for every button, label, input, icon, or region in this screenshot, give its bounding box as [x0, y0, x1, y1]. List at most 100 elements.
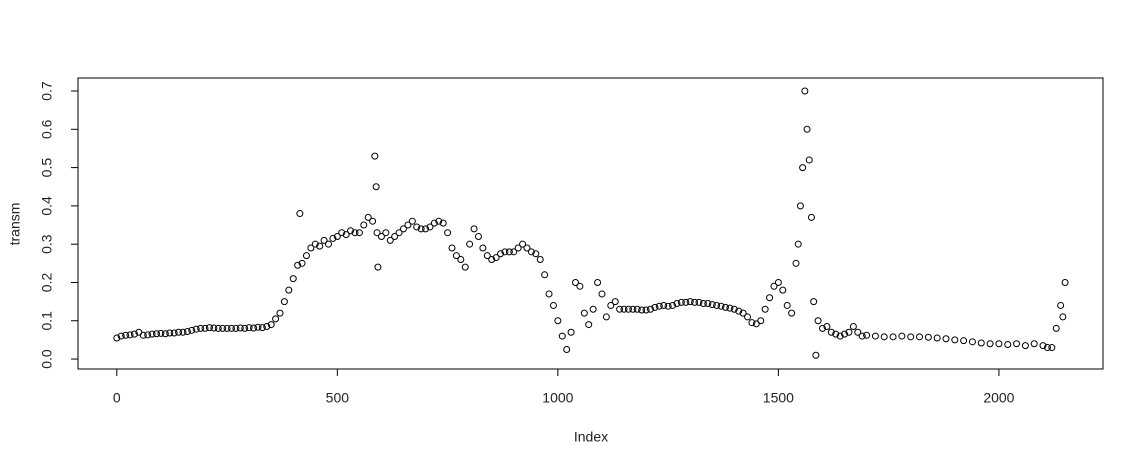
point: [360, 221, 368, 229]
point: [541, 271, 549, 279]
point: [567, 328, 575, 336]
point: [227, 324, 235, 332]
point: [205, 324, 213, 332]
point: [148, 330, 156, 338]
point: [602, 313, 610, 321]
point: [858, 332, 866, 340]
point: [766, 294, 774, 302]
point: [730, 305, 738, 313]
y-tick-label: 0.6: [39, 119, 55, 139]
point: [594, 278, 602, 286]
point: [170, 329, 178, 337]
point: [624, 305, 632, 313]
point: [810, 298, 818, 306]
point: [823, 322, 831, 330]
point: [386, 236, 394, 244]
point: [245, 324, 253, 332]
point: [519, 240, 527, 248]
point: [629, 305, 637, 313]
point: [483, 252, 491, 260]
point: [717, 302, 725, 310]
point: [695, 298, 703, 306]
point: [580, 309, 588, 317]
point: [803, 125, 811, 133]
point: [704, 300, 712, 308]
point: [669, 301, 677, 309]
point: [536, 255, 544, 263]
point: [183, 327, 191, 335]
point: [832, 330, 840, 338]
point: [395, 229, 403, 237]
point: [289, 275, 297, 283]
point: [408, 217, 416, 225]
point: [898, 332, 906, 340]
point: [276, 309, 284, 317]
point: [452, 252, 460, 260]
point: [272, 315, 280, 323]
point: [761, 305, 769, 313]
point: [757, 317, 765, 325]
point: [744, 313, 752, 321]
point: [849, 322, 857, 330]
point: [726, 304, 734, 312]
point: [1039, 342, 1047, 350]
point: [474, 233, 482, 241]
point: [514, 244, 522, 252]
point: [139, 331, 147, 339]
point: [492, 254, 500, 262]
point: [510, 248, 518, 256]
point: [907, 333, 915, 341]
point: [214, 324, 222, 332]
point: [1059, 313, 1067, 321]
point: [805, 156, 813, 164]
point: [633, 305, 641, 313]
x-tick-label: 1500: [763, 390, 794, 406]
point: [296, 210, 304, 218]
point: [263, 322, 271, 330]
point: [814, 317, 822, 325]
x-tick-label: 2000: [983, 390, 1014, 406]
point: [457, 255, 465, 263]
point: [166, 329, 174, 337]
point: [254, 323, 262, 331]
point: [426, 223, 434, 231]
point: [479, 244, 487, 252]
point: [616, 305, 624, 313]
point: [302, 252, 310, 260]
point: [250, 324, 258, 332]
point: [699, 300, 707, 308]
point: [871, 332, 879, 340]
point: [197, 324, 205, 332]
point: [374, 263, 382, 271]
point: [1004, 340, 1012, 348]
point: [372, 183, 380, 191]
point: [713, 301, 721, 309]
x-tick-label: 1000: [542, 390, 573, 406]
point: [942, 335, 950, 343]
point: [223, 324, 231, 332]
x-tick-label: 0: [113, 390, 121, 406]
point: [364, 213, 372, 221]
point: [598, 290, 606, 298]
point: [236, 324, 244, 332]
point: [549, 301, 557, 309]
y-tick-label: 0.2: [39, 273, 55, 293]
point: [585, 321, 593, 329]
point: [294, 261, 302, 269]
point: [1013, 340, 1021, 348]
point: [219, 324, 227, 332]
point: [126, 331, 134, 339]
point: [960, 337, 968, 345]
point: [845, 328, 853, 336]
point: [470, 225, 478, 233]
point: [439, 219, 447, 227]
point: [691, 298, 699, 306]
point: [801, 87, 809, 95]
point: [836, 332, 844, 340]
point: [399, 225, 407, 233]
point: [796, 202, 804, 210]
point: [347, 227, 355, 235]
point: [316, 242, 324, 250]
point: [377, 233, 385, 241]
